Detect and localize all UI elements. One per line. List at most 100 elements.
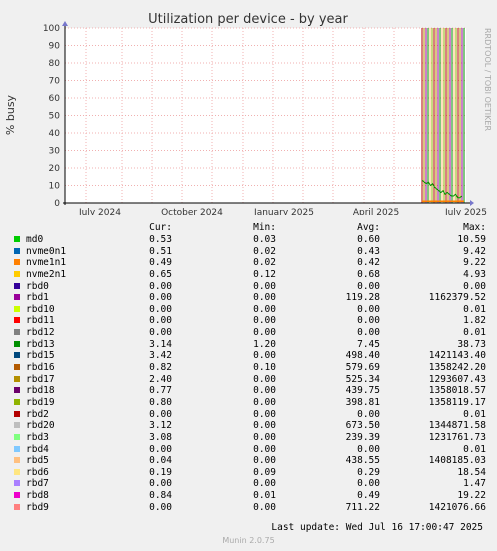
legend: Cur: Min: Avg: Max: md0 0.53 0.03 0.60 10.59…	[12, 222, 490, 513]
legend-series-name: rbd2	[26, 408, 49, 420]
legend-series-name: md0	[26, 234, 44, 245]
legend-row-rbd7: rbd7 0.00 0.00 0.00 1.47	[12, 478, 490, 490]
legend-row-rbd5: rbd5 0.04 0.00 438.55 1408185.03	[12, 455, 490, 467]
x-tick-label: July 2024	[78, 208, 121, 215]
y-tick-label: 60	[49, 94, 61, 104]
axes	[62, 21, 474, 206]
legend-min: 0.00	[253, 431, 276, 443]
legend-row-rbd9: rbd9 0.00 0.00 711.22 1421076.66	[12, 502, 490, 514]
legend-avg: 0.00	[357, 408, 380, 420]
legend-avg: 0.00	[357, 478, 380, 490]
chart: Utilization per device - by year % busy …	[4, 12, 492, 215]
legend-row-rbd19: rbd19 0.80 0.00 398.81 1358119.17	[12, 397, 490, 409]
legend-min: 0.10	[253, 362, 276, 374]
legend-cur: 3.08	[149, 431, 172, 443]
legend-max: 18.54	[457, 466, 486, 478]
legend-avg: 0.49	[357, 490, 380, 502]
legend-series-name: rbd3	[26, 431, 49, 443]
legend-rows: md0 0.53 0.03 0.60 10.59 nvme0n1 0.51 0.02 0.43 9…	[12, 234, 490, 513]
legend-row-rbd12: rbd12 0.00 0.00 0.00 0.01	[12, 327, 490, 339]
y-tick-label: 50	[49, 112, 61, 122]
y-tick-label: 30	[49, 147, 61, 157]
legend-max: 1162379.52	[428, 292, 486, 304]
legend-swatch	[14, 282, 20, 289]
legend-cur: 0.49	[149, 257, 172, 269]
legend-max: 0.00	[463, 280, 486, 292]
legend-series-name: nvme0n1	[26, 245, 67, 257]
col-avg-header: Avg:	[357, 222, 380, 233]
x-axis-arrow	[470, 200, 474, 206]
legend-row-rbd16: rbd16 0.82 0.10 579.69 1358242.20	[12, 362, 490, 374]
legend-max: 0.01	[463, 327, 486, 339]
legend-row-rbd17: rbd17 2.40 0.00 525.34 1293607.43	[12, 374, 490, 386]
legend-max: 1.47	[463, 478, 486, 490]
y-tick-label: 100	[43, 24, 60, 34]
legend-cur: 3.42	[149, 350, 172, 362]
legend-avg: 498.40	[345, 350, 380, 362]
legend-avg: 673.50	[345, 420, 380, 432]
legend-swatch	[14, 340, 20, 347]
legend-min: 1.20	[253, 338, 276, 350]
legend-row-rbd15: rbd15 3.42 0.00 498.40 1421143.40	[12, 350, 490, 362]
legend-max: 1231761.73	[428, 431, 486, 443]
legend-series-name: rbd16	[26, 362, 55, 374]
legend-max: 1.82	[463, 315, 486, 327]
legend-min: 0.00	[253, 408, 276, 420]
legend-cur: 3.14	[149, 338, 172, 350]
legend-cur: 0.04	[149, 455, 172, 467]
legend-min: 0.00	[253, 292, 276, 304]
legend-cur: 0.00	[149, 478, 172, 490]
last-update: Last update: Wed Jul 16 17:00:47 2025	[271, 522, 483, 533]
legend-series-name: rbd15	[26, 350, 55, 362]
legend-avg: 7.45	[357, 338, 380, 350]
legend-swatch	[14, 294, 20, 301]
rbd13-line	[421, 179, 463, 199]
legend-avg: 579.69	[345, 362, 380, 374]
legend-avg: 239.39	[345, 431, 380, 443]
legend-swatch	[14, 352, 20, 359]
legend-max: 19.22	[457, 490, 486, 502]
data-spikes	[421, 28, 465, 203]
legend-swatch	[14, 480, 20, 487]
legend-avg: 525.34	[345, 373, 380, 385]
legend-row-rbd2: rbd2 0.00 0.00 0.00 0.01	[12, 409, 490, 421]
legend-max: 1293607.43	[428, 373, 486, 385]
legend-row-rbd0: rbd0 0.00 0.00 0.00 0.00	[12, 281, 490, 293]
legend-max: 4.93	[463, 268, 486, 280]
legend-max: 0.01	[463, 443, 486, 455]
legend-series-name: nvme2n1	[26, 268, 67, 280]
legend-swatch	[14, 468, 20, 475]
legend-min: 0.00	[253, 396, 276, 408]
legend-series-name: rbd1	[26, 292, 49, 304]
legend-swatch	[14, 247, 20, 254]
legend-cur: 0.51	[149, 245, 172, 257]
legend-cur: 3.12	[149, 420, 172, 432]
legend-series-name: nvme1n1	[26, 257, 67, 269]
legend-series-name: rbd5	[26, 455, 49, 467]
legend-min: 0.03	[253, 234, 276, 245]
legend-min: 0.12	[253, 268, 276, 280]
legend-avg: 0.60	[357, 234, 380, 245]
x-tick-label: July 2025	[444, 208, 487, 215]
legend-series-name: rbd18	[26, 385, 55, 397]
legend-min: 0.01	[253, 490, 276, 502]
legend-max: 1358242.20	[428, 362, 486, 374]
legend-swatch	[14, 410, 20, 417]
legend-swatch	[14, 317, 20, 324]
legend-min: 0.00	[253, 373, 276, 385]
legend-row-rbd18: rbd18 0.77 0.00 439.75 1358018.57	[12, 385, 490, 397]
legend-row-rbd4: rbd4 0.00 0.00 0.00 0.01	[12, 444, 490, 456]
legend-swatch	[14, 329, 20, 336]
legend-swatch	[14, 305, 20, 312]
legend-cur: 0.00	[149, 303, 172, 315]
y-axis-label: % busy	[4, 94, 17, 135]
legend-series-name: rbd19	[26, 396, 55, 408]
legend-row-nvme2n1: nvme2n1 0.65 0.12 0.68 4.93	[12, 269, 490, 281]
legend-max: 1358119.17	[428, 396, 486, 408]
legend-series-name: rbd13	[26, 338, 55, 350]
legend-row-rbd6: rbd6 0.19 0.09 0.29 18.54	[12, 467, 490, 479]
legend-swatch	[14, 492, 20, 499]
chart-title: Utilization per device - by year	[148, 12, 348, 27]
legend-min: 0.00	[253, 327, 276, 339]
legend-series-name: rbd20	[26, 420, 55, 432]
